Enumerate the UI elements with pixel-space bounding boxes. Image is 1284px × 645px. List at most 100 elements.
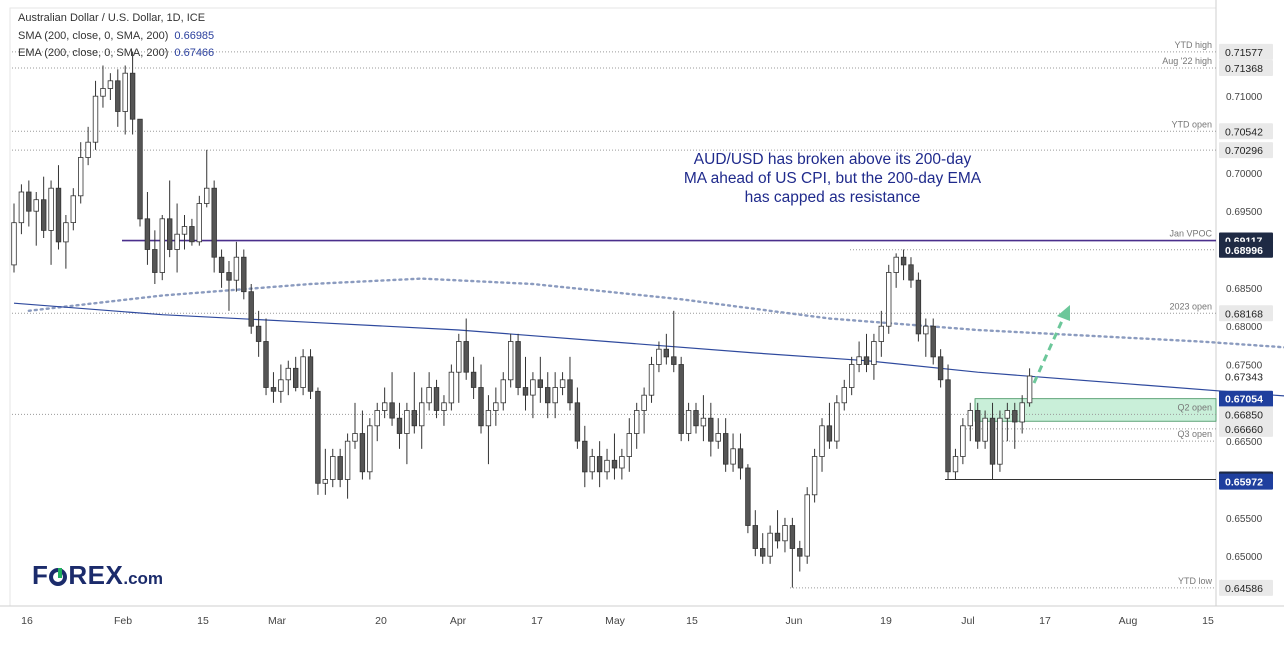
forex-logo: F REX.com (32, 560, 163, 591)
candle-body (107, 80, 114, 89)
x-tick-label: Mar (268, 615, 287, 627)
logo-f: F (32, 560, 49, 590)
candle-body (849, 364, 855, 388)
candle-body (278, 379, 284, 392)
candle-body (552, 387, 558, 404)
y-tick-label: 0.71000 (1226, 92, 1263, 103)
candle-body (967, 410, 973, 427)
sma-legend[interactable]: SMA (200, close, 0, SMA, 200) 0.66985 (18, 30, 214, 42)
y-tick-label: 0.66500 (1226, 437, 1263, 448)
candle-body (315, 390, 321, 484)
candle-body (41, 199, 47, 231)
candle-body (522, 387, 529, 396)
candle-body (797, 548, 803, 557)
candle-body (470, 371, 477, 388)
candle-body (982, 417, 988, 442)
candle-body (693, 410, 699, 427)
x-tick-label: Feb (114, 615, 132, 627)
projection-arrow-head (1057, 305, 1070, 321)
candle-body (752, 525, 758, 549)
candle-body (671, 356, 677, 365)
sma-legend-label: SMA (200, close, 0, SMA, 200) (18, 30, 169, 42)
level-label: Aug '22 high (1162, 56, 1212, 66)
plot-frame (9, 7, 1217, 607)
candle-body (70, 195, 76, 224)
candle-body (500, 379, 506, 404)
logo-o-icon (49, 568, 68, 586)
candle-body (634, 410, 640, 434)
candle-body (478, 387, 484, 427)
price-badge-text: 0.70296 (1225, 145, 1263, 157)
x-tick-label: 15 (686, 615, 698, 627)
price-badge-text: 0.68996 (1225, 245, 1263, 257)
candle-body (63, 222, 69, 243)
ema-legend-label: EMA (200, close, 0, SMA, 200) (18, 47, 169, 59)
candle-body (448, 371, 455, 404)
x-tick-label: Jul (961, 615, 974, 627)
price-badge (1219, 241, 1273, 258)
candle-body (26, 191, 32, 212)
candle-body (915, 279, 922, 335)
candle-body (537, 379, 543, 388)
price-badge-text: 0.71577 (1225, 47, 1263, 59)
y-tick-label: 0.70000 (1226, 169, 1263, 180)
candle-body (196, 203, 202, 243)
y-tick-label: 0.68000 (1226, 322, 1263, 333)
candle-body (819, 425, 825, 457)
price-badge (1219, 579, 1273, 596)
logo-dotcom: .com (123, 569, 164, 588)
candle-body (952, 456, 959, 473)
x-tick-label: 15 (197, 615, 209, 627)
x-tick-label: Apr (450, 615, 467, 627)
candle-body (166, 218, 173, 250)
candle-body (1019, 402, 1025, 423)
candle-body (923, 325, 929, 335)
candle-body (582, 440, 588, 473)
candle-body (685, 410, 692, 434)
level-label: YTD open (1171, 119, 1212, 129)
candle-body (85, 141, 91, 158)
candle-body (456, 341, 462, 373)
x-tick-label: Jun (786, 615, 803, 627)
candle-body (737, 448, 744, 469)
candle-body (604, 459, 610, 473)
candle-body (292, 367, 299, 388)
candle-body (137, 118, 143, 220)
resistance-zone (974, 398, 1217, 422)
candle-body (203, 187, 210, 204)
ema-legend[interactable]: EMA (200, close, 0, SMA, 200) 0.67466 (18, 47, 214, 59)
price-badge (1219, 390, 1273, 407)
price-badge (1219, 420, 1273, 437)
candle-body (789, 525, 796, 549)
x-tick-label: 15 (1202, 615, 1214, 627)
candle-body (611, 459, 618, 469)
candle-body (507, 341, 514, 381)
y-tick-label: 0.65000 (1226, 552, 1263, 563)
candle-body (270, 387, 277, 392)
price-badge (1219, 368, 1273, 385)
candle-body (619, 456, 625, 469)
candle-body (589, 456, 595, 473)
price-badge (1219, 473, 1273, 490)
candle-body (493, 402, 499, 411)
candle-body (463, 341, 469, 373)
candle-body (48, 187, 54, 231)
candle-body (774, 532, 781, 542)
candle-body (241, 256, 247, 293)
candle-body (656, 348, 662, 365)
x-tick-label: Aug (1119, 615, 1138, 627)
candle-body (322, 479, 328, 484)
annotation-line-2: MA ahead of US CPI, but the 200-day EMA (683, 170, 982, 187)
candle-body (78, 157, 84, 197)
candle-body (33, 199, 39, 212)
candle-body (359, 433, 366, 473)
candle-body (871, 341, 877, 365)
candle-body (233, 256, 240, 281)
candle-body (760, 548, 766, 557)
candle-body (18, 191, 25, 224)
candle-body (211, 187, 217, 258)
candle-body (418, 402, 425, 427)
candle-body (893, 256, 899, 273)
candle-body (1026, 375, 1033, 404)
